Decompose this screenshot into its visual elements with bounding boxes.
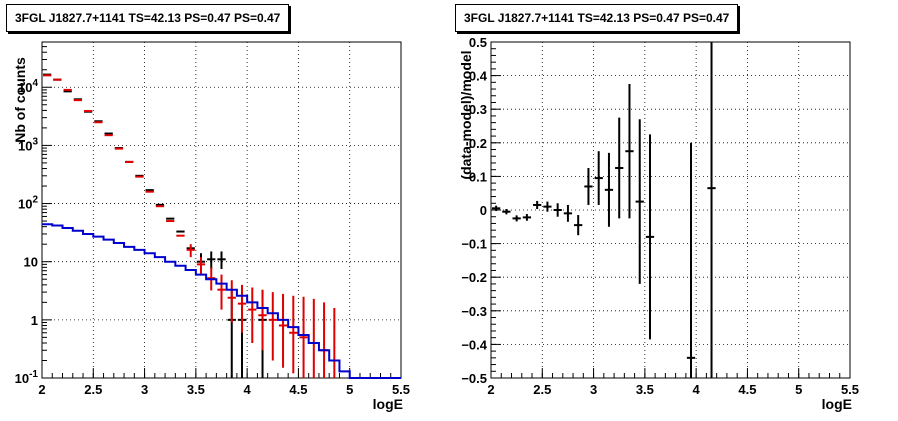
counts-y-tick-label: 104 — [18, 78, 38, 95]
counts-x-tick-label: 2 — [38, 382, 45, 397]
residual-y-tick-label: 0.1 — [469, 169, 487, 184]
residual-x-axis-title: logE — [821, 396, 852, 412]
residual-x-tick-label: 5.5 — [841, 382, 859, 397]
counts-x-tick-label: 3.5 — [187, 382, 205, 397]
residual-x-tick-label: 2 — [487, 382, 494, 397]
residual-y-tick-label: −0.4 — [461, 337, 487, 352]
residual-x-tick-label: 3 — [590, 382, 597, 397]
counts-chart-title: 3FGL J1827.7+1141 TS=42.13 PS=0.47 PS=0.… — [6, 4, 290, 32]
residual-chart-title: 3FGL J1827.7+1141 TS=42.13 PS=0.47 PS=0.… — [455, 4, 739, 32]
residual-y-axis-title: (data-model)/model — [458, 50, 474, 180]
counts-panel: 2 2.5 3 3.5 4 4.5 5 5.5 10-1 1 10 102 103 104 3FGL J1… — [6, 4, 410, 412]
residual-x-tick-label: 2.5 — [533, 382, 551, 397]
residual-panel: 2 2.5 3 3.5 4 4.5 5 5.5 −0.5 −0.4 −0.3 −0.2 −0.1 0 0.1… — [449, 0, 898, 421]
counts-x-tick-label: 5 — [346, 382, 353, 397]
residual-plot-frame — [490, 41, 851, 379]
counts-chart: 2 2.5 3 3.5 4 4.5 5 5.5 10-1 1 10 102 103 104 — [15, 41, 410, 397]
counts-x-tick-label: 4.5 — [289, 382, 307, 397]
residual-y-tick-label: 0 — [480, 203, 487, 218]
residual-y-tick-label: 0.3 — [469, 102, 487, 117]
counts-y-axis-title: Nb of counts — [12, 57, 28, 143]
counts-plot-frame — [41, 41, 402, 379]
counts-x-tick-label: 3 — [141, 382, 148, 397]
residual-x-tick-label: 5 — [795, 382, 802, 397]
counts-x-tick-label: 2.5 — [84, 382, 102, 397]
counts-x-tick-label: 4 — [244, 382, 252, 397]
residual-x-tick-label: 3.5 — [636, 382, 654, 397]
residual-x-tick-label: 4.5 — [738, 382, 756, 397]
counts-y-tick-label: 102 — [18, 195, 38, 212]
residual-y-tick-label: −0.2 — [461, 270, 487, 285]
residual-y-tick-label: 0.5 — [469, 35, 487, 50]
counts-y-tick-label: 10 — [24, 255, 38, 270]
counts-y-tick-label: 10-1 — [15, 369, 39, 386]
residual-y-tick-label: −0.1 — [461, 237, 487, 252]
counts-y-tick-label: 1 — [31, 313, 38, 328]
residual-y-tick-label: −0.3 — [461, 304, 487, 319]
counts-y-tick-label: 103 — [18, 136, 38, 153]
residual-y-tick-label: −0.5 — [461, 371, 487, 386]
model-step-line — [42, 223, 401, 379]
residual-x-tick-label: 4 — [693, 382, 701, 397]
counts-x-axis-title: logE — [372, 396, 403, 412]
residual-chart: 2 2.5 3 3.5 4 4.5 5 5.5 −0.5 −0.4 −0.3 −0.2 −0.1 0 0.1… — [461, 35, 859, 397]
residual-y-tick-label: 0.4 — [469, 69, 488, 84]
residual-y-tick-label: 0.2 — [469, 136, 487, 151]
counts-x-tick-label: 5.5 — [392, 382, 410, 397]
